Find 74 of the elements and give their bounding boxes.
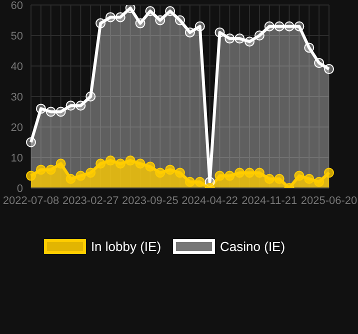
point (145, 6, 156, 16)
point (155, 15, 166, 26)
point (304, 174, 314, 184)
point (184, 27, 195, 38)
point (175, 168, 185, 178)
point (224, 170, 235, 181)
point (96, 18, 106, 28)
point (274, 21, 284, 32)
y-tick-label: 0 (16, 182, 23, 195)
point (234, 34, 245, 44)
point (194, 21, 205, 32)
point (115, 12, 126, 22)
point (165, 6, 176, 16)
point (314, 176, 324, 187)
point (214, 27, 225, 38)
point (86, 92, 96, 102)
point (294, 170, 304, 181)
point (184, 176, 195, 187)
point (105, 156, 116, 166)
y-tick-label: 30 (10, 91, 23, 104)
point (324, 64, 334, 74)
point (284, 21, 294, 32)
point (125, 156, 136, 166)
legend-label: In lobby (IE) (90, 239, 162, 254)
point (264, 21, 274, 32)
x-tick-label: 2025-06-20 (300, 194, 358, 207)
point (105, 12, 116, 22)
point (314, 58, 324, 68)
point (244, 168, 255, 178)
point (125, 5, 136, 14)
point (194, 176, 205, 187)
point (135, 158, 146, 169)
point (56, 158, 66, 169)
legend-label: Casino (IE) (220, 239, 286, 254)
point (264, 174, 274, 184)
y-tick-label: 20 (10, 122, 23, 134)
y-tick-label: 60 (10, 0, 23, 12)
point (66, 100, 76, 111)
point (254, 30, 264, 40)
y-tick-label: 10 (10, 152, 23, 164)
point (224, 34, 235, 44)
point (36, 164, 46, 175)
point (86, 168, 96, 178)
point (165, 164, 176, 175)
point (155, 168, 166, 178)
point (46, 164, 56, 175)
point (244, 36, 255, 47)
x-tick-label: 2022-07-08 (2, 194, 60, 207)
point (274, 174, 284, 184)
point (145, 162, 156, 172)
y-tick-label: 50 (10, 30, 23, 42)
x-tick-label: 2023-02-27 (62, 194, 119, 207)
point (115, 158, 126, 169)
point (46, 106, 56, 117)
point (66, 174, 76, 184)
y-tick-label: 40 (10, 60, 23, 73)
point (135, 18, 146, 28)
point (76, 170, 86, 181)
x-tick-label: 2023-09-25 (122, 194, 178, 207)
point (36, 104, 46, 114)
x-tick-label: 2024-11-21 (242, 194, 298, 207)
point (26, 137, 36, 148)
point (304, 42, 314, 53)
point (214, 170, 225, 181)
point (234, 168, 245, 178)
point (26, 170, 36, 181)
point (56, 106, 66, 117)
point (294, 21, 304, 32)
point (96, 158, 106, 169)
point (175, 15, 185, 26)
x-tick-label: 2024-04-22 (182, 194, 238, 207)
point (324, 168, 334, 178)
point (76, 100, 86, 111)
point (254, 168, 264, 178)
